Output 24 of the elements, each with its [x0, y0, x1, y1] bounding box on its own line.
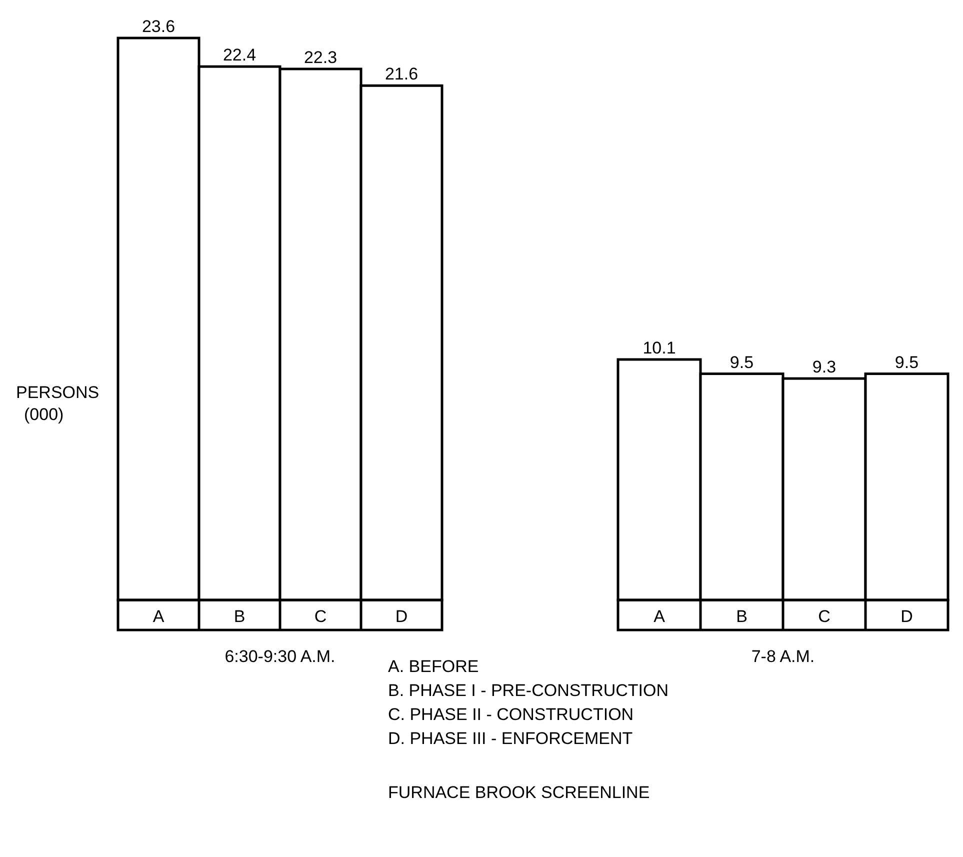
data-label: 23.6	[142, 17, 176, 36]
data-label: 9.5	[730, 352, 754, 372]
x-tick-label: D	[900, 607, 913, 626]
data-label: 10.1	[642, 338, 676, 358]
text: B. PHASE I - PRE-CONSTRUCTION	[388, 681, 669, 700]
x-tick-label: A	[654, 607, 666, 626]
x-tick-label: C	[818, 607, 830, 626]
x-axis-title: 7-8 A.M.	[751, 647, 815, 666]
data-label: 22.4	[222, 46, 256, 65]
data-label: 21.6	[384, 64, 418, 84]
text: A. BEFORE	[388, 657, 479, 676]
data-label: 9.3	[812, 358, 836, 377]
y-axis-title: PERSONS (000)	[16, 383, 100, 424]
x-tick-label: D	[395, 607, 408, 626]
x-tick-label: A	[152, 607, 165, 626]
x-axis-title: 6:30-9:30 A.M.	[224, 647, 336, 666]
text: D. PHASE III - ENFORCEMENT	[388, 729, 633, 748]
data-label: 22.3	[304, 48, 338, 67]
text: FURNACE BROOK SCREENLINE	[388, 783, 650, 802]
text: C. PHASE II - CONSTRUCTION	[388, 705, 634, 724]
x-tick-label: B	[234, 607, 246, 626]
x-tick-label: C	[314, 607, 327, 626]
x-tick-label: B	[736, 607, 748, 626]
data-label: 9.5	[894, 352, 919, 372]
